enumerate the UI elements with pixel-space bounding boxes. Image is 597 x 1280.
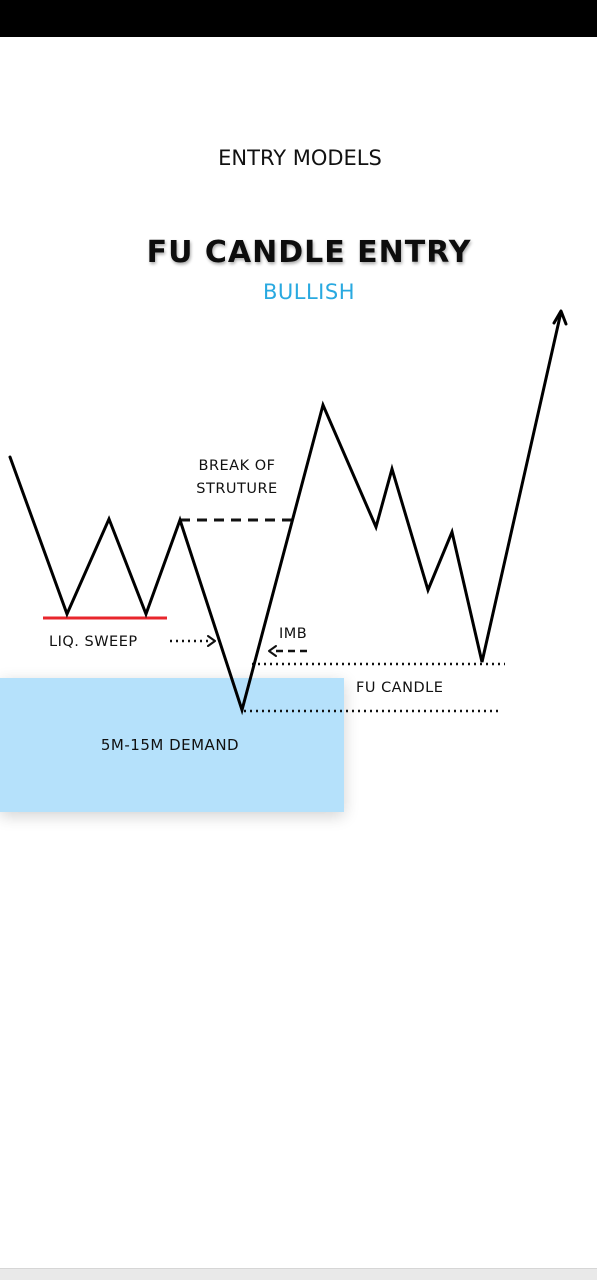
demand-zone-label: 5M-15M DEMAND	[101, 736, 239, 754]
section-title: ENTRY MODELS	[218, 146, 382, 170]
liquidity-sweep-arrow-icon	[207, 635, 216, 647]
break-of-structure-label-line1: BREAK OF	[199, 458, 276, 474]
bottom-edge	[0, 1268, 597, 1280]
status-bar	[0, 0, 597, 37]
bias-label: BULLISH	[263, 280, 355, 304]
model-title: FU CANDLE ENTRY	[147, 235, 472, 270]
liquidity-sweep-label: LIQ. SWEEP	[49, 634, 138, 650]
fu-candle-label: FU CANDLE	[356, 680, 443, 696]
price-arrowhead-icon	[552, 309, 568, 326]
demand-zone	[0, 678, 344, 812]
imbalance-label: IMB	[279, 626, 307, 642]
imbalance-arrow-icon	[268, 645, 277, 657]
break-of-structure-label-line2: STRUTURE	[196, 481, 277, 497]
price-path	[8, 310, 563, 716]
